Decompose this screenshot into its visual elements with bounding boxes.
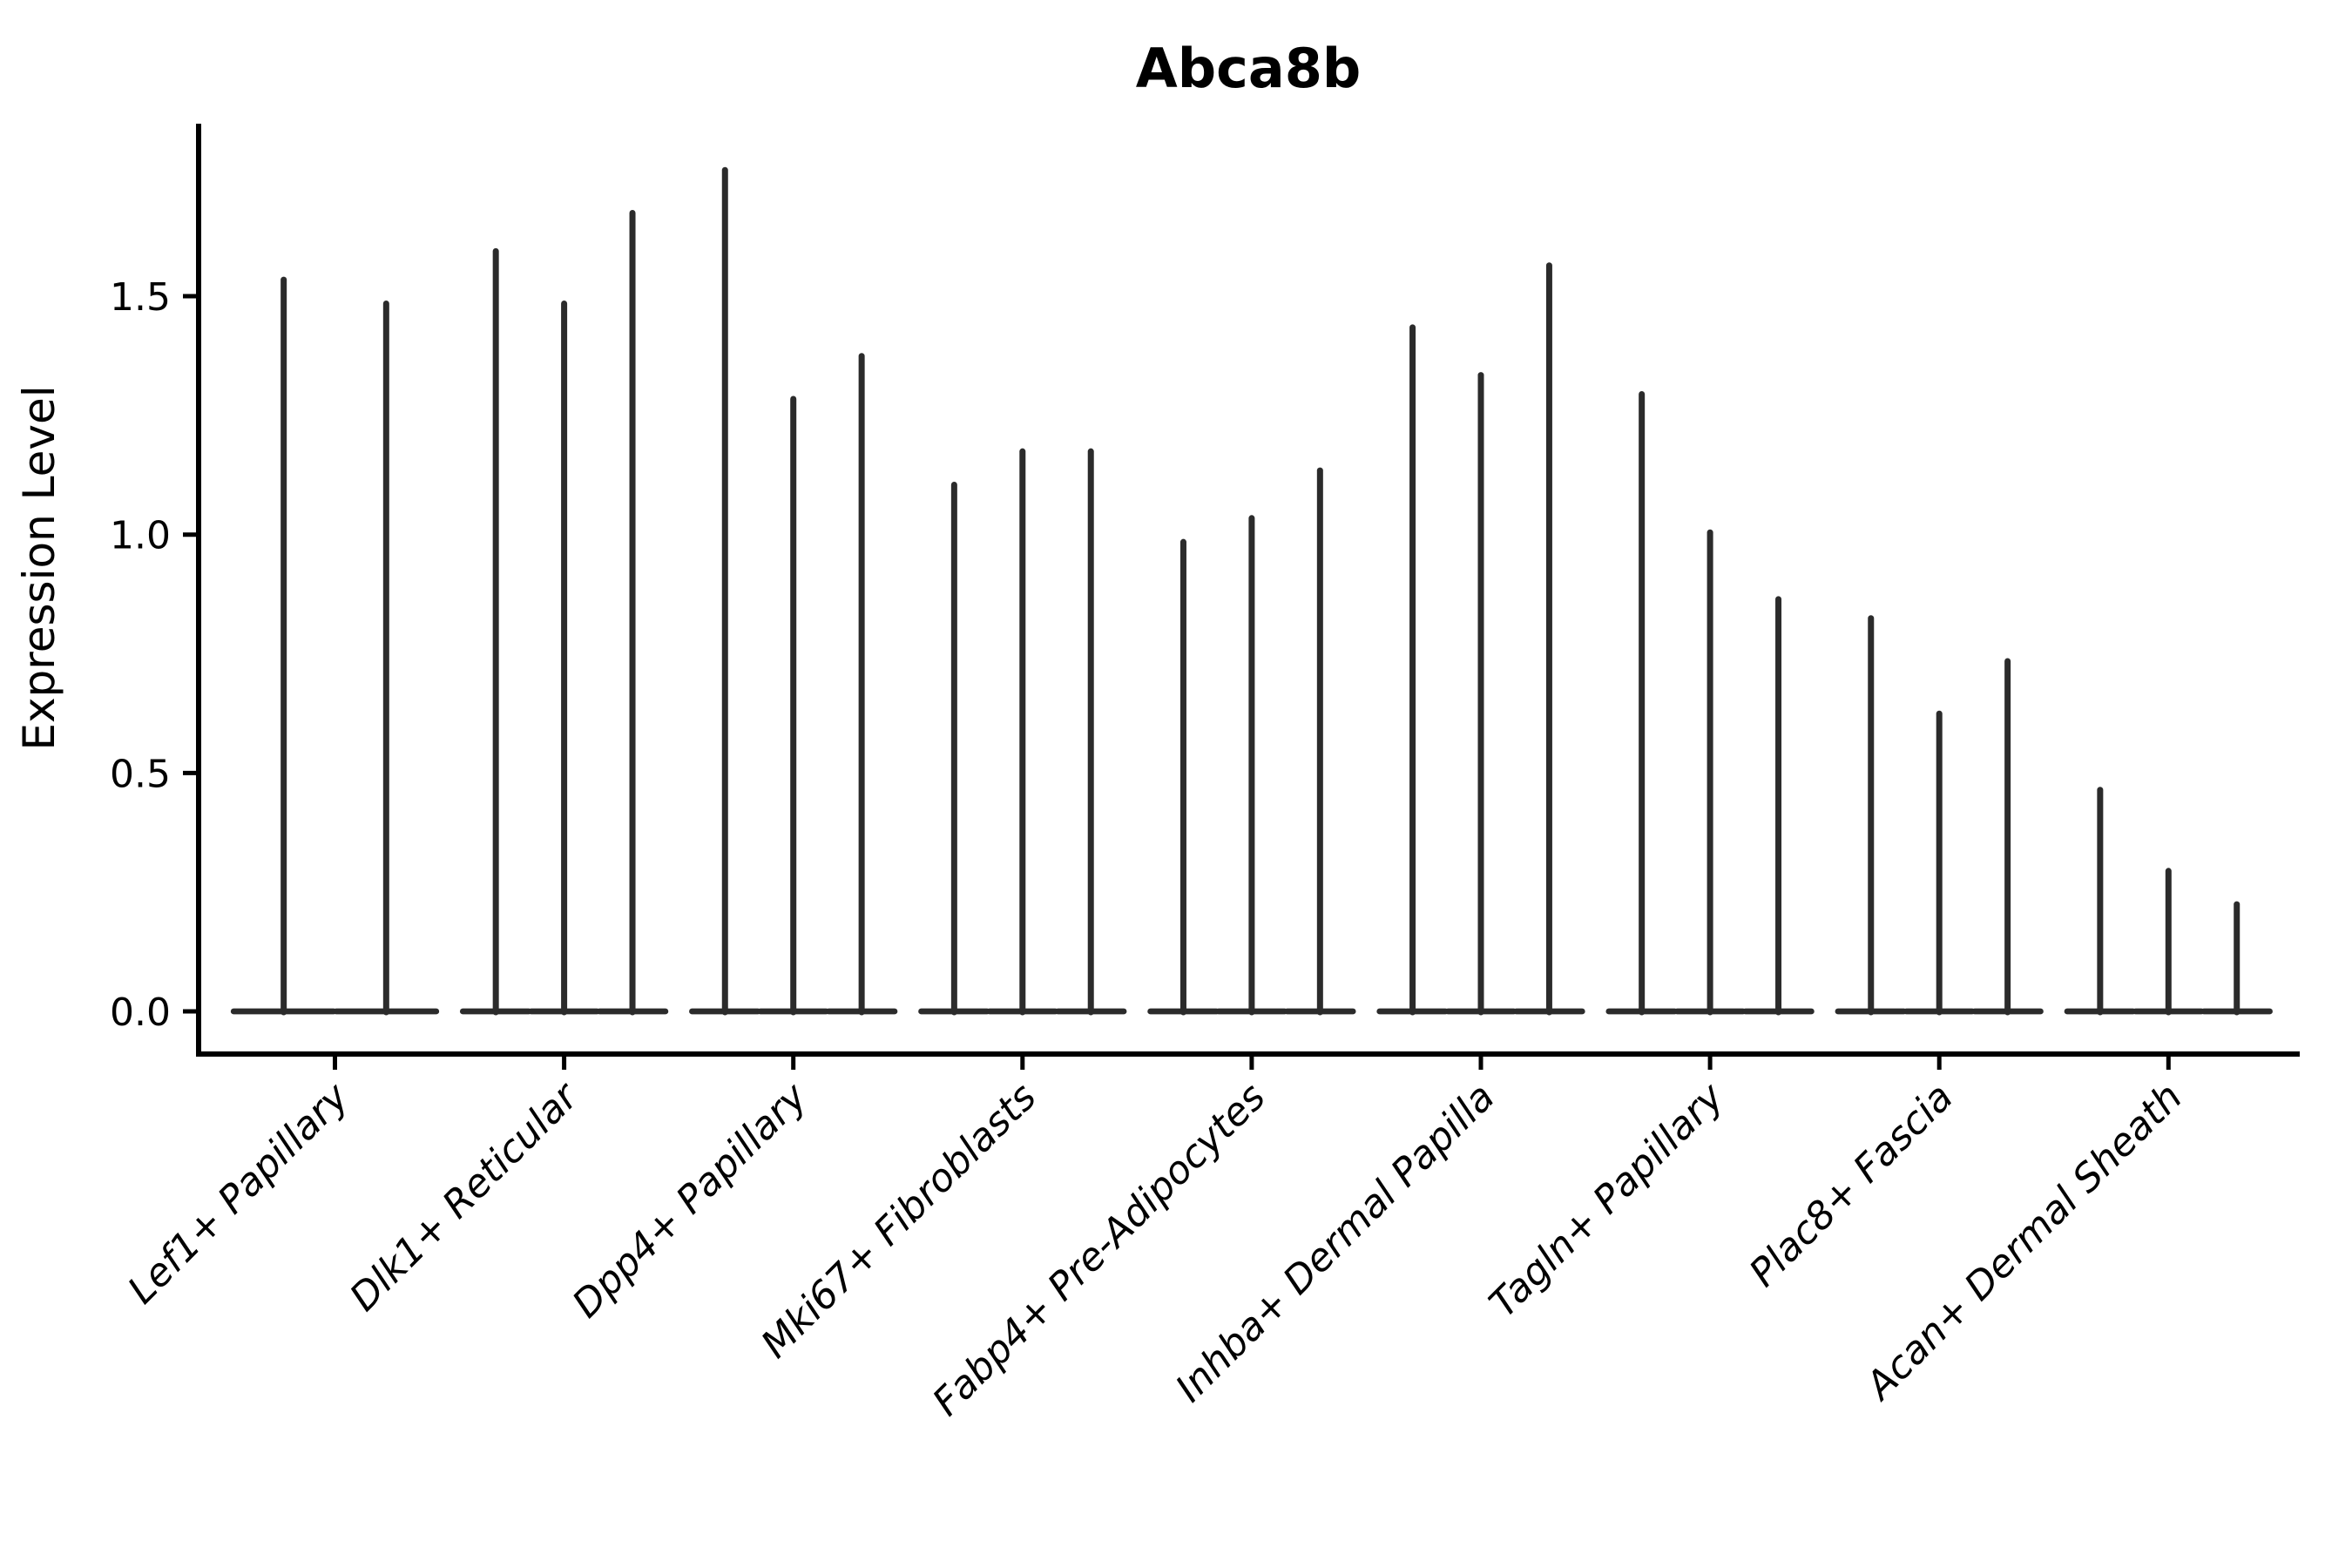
x-tick-label: Dlk1+ Reticular [341,1073,588,1320]
axes [196,124,2300,1057]
y-axis-ticks: 0.0 0.5 1.0 1.5 [110,275,199,1035]
y-tick-label: 0.0 [110,990,171,1035]
violins [230,166,2273,1016]
chart-title: Abca8b [1136,37,1361,100]
x-tick-label: Plac8+ Fascia [1741,1075,1962,1295]
y-tick-label: 0.5 [110,752,171,796]
y-tick-label: 1.5 [110,275,171,320]
y-tick-label: 1.0 [110,514,171,558]
x-tick-label: Tagln+ Papillary [1481,1074,1733,1326]
x-tick-label: Dpp4+ Papillary [564,1074,816,1327]
y-axis-label: Expression Level [14,385,64,750]
x-tick-label: Lef1+ Papillary [119,1074,358,1313]
